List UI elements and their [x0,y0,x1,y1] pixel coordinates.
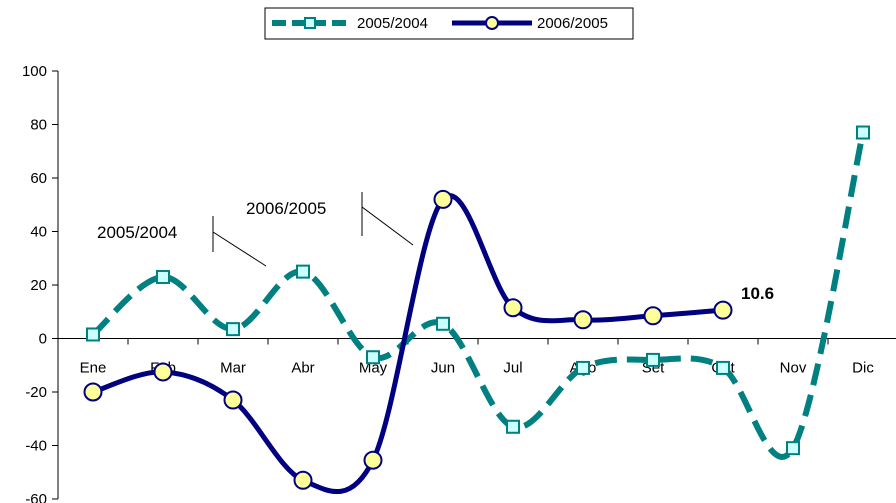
legend-label-2005-2004: 2005/2004 [357,15,428,32]
y-axis: -60 -40 -20 0 20 40 60 80 100 [22,63,59,503]
y-tick-label: -20 [25,384,47,401]
point-2006-2005-abr [293,470,313,490]
annotation-leader-2006-2005 [361,192,414,246]
point-2005-2004-oct [716,360,730,375]
point-2006-2005-may [363,450,383,470]
x-tick-label-jun: Jun [431,360,455,377]
x-tick-label-dic: Dic [852,360,874,377]
series-markers [83,125,870,490]
legend-marker-2005-2004 [304,17,316,29]
point-2005-2004-mar [226,322,240,337]
point-2005-2004-set [646,352,660,367]
x-tick-label-jul: Jul [503,360,522,377]
y-tick-label: 20 [30,277,47,294]
annotation-leader-2005-2004 [212,216,267,267]
point-2005-2004-nov [786,441,800,456]
point-2005-2004-abr [296,264,310,279]
x-tick-label-mar: Mar [220,360,246,377]
series-lines [90,131,866,494]
point-2005-2004-jun [436,316,450,331]
x-tick-label-abr: Abr [291,360,314,377]
point-2006-2005-set [643,306,663,326]
legend-box [264,7,634,40]
x-tick-label-ene: Ene [80,360,107,377]
point-2005-2004-jul [506,419,520,434]
legend-marker-2006-2005 [485,16,499,30]
y-tick-label: 0 [39,331,47,348]
legend-label-2006-2005: 2006/2005 [537,15,608,32]
y-tick-label: 60 [30,170,47,187]
point-2006-2005-feb [153,362,173,382]
point-2005-2004-ene [86,327,100,342]
point-2006-2005-ene [83,382,103,402]
point-2006-2005-jul [503,298,523,318]
point-2005-2004-ago [576,360,590,375]
point-2006-2005-oct [713,300,733,320]
annotation-last-value: 10.6 [741,284,774,303]
annotations: 2005/2004 2006/2005 10.6 [97,192,774,303]
y-tick-label: -60 [25,491,47,503]
point-2005-2004-feb [156,269,170,284]
y-tick-label: 40 [30,224,47,241]
point-2006-2005-jun [433,189,453,209]
legend: 2005/2004 2006/2005 [264,7,634,40]
point-2005-2004-dic [856,125,870,140]
y-tick-label: -40 [25,438,47,455]
annotation-2006-2005: 2006/2005 [246,199,326,218]
y-tick-label: 80 [30,117,47,134]
y-tick-label: 100 [22,63,47,80]
series-line-2006-2005 [92,193,724,494]
point-2006-2005-mar [223,390,243,410]
x-tick-label-nov: Nov [780,360,807,377]
point-2006-2005-ago [573,310,593,330]
point-2005-2004-may [366,350,380,365]
annotation-2005-2004: 2005/2004 [97,223,177,242]
